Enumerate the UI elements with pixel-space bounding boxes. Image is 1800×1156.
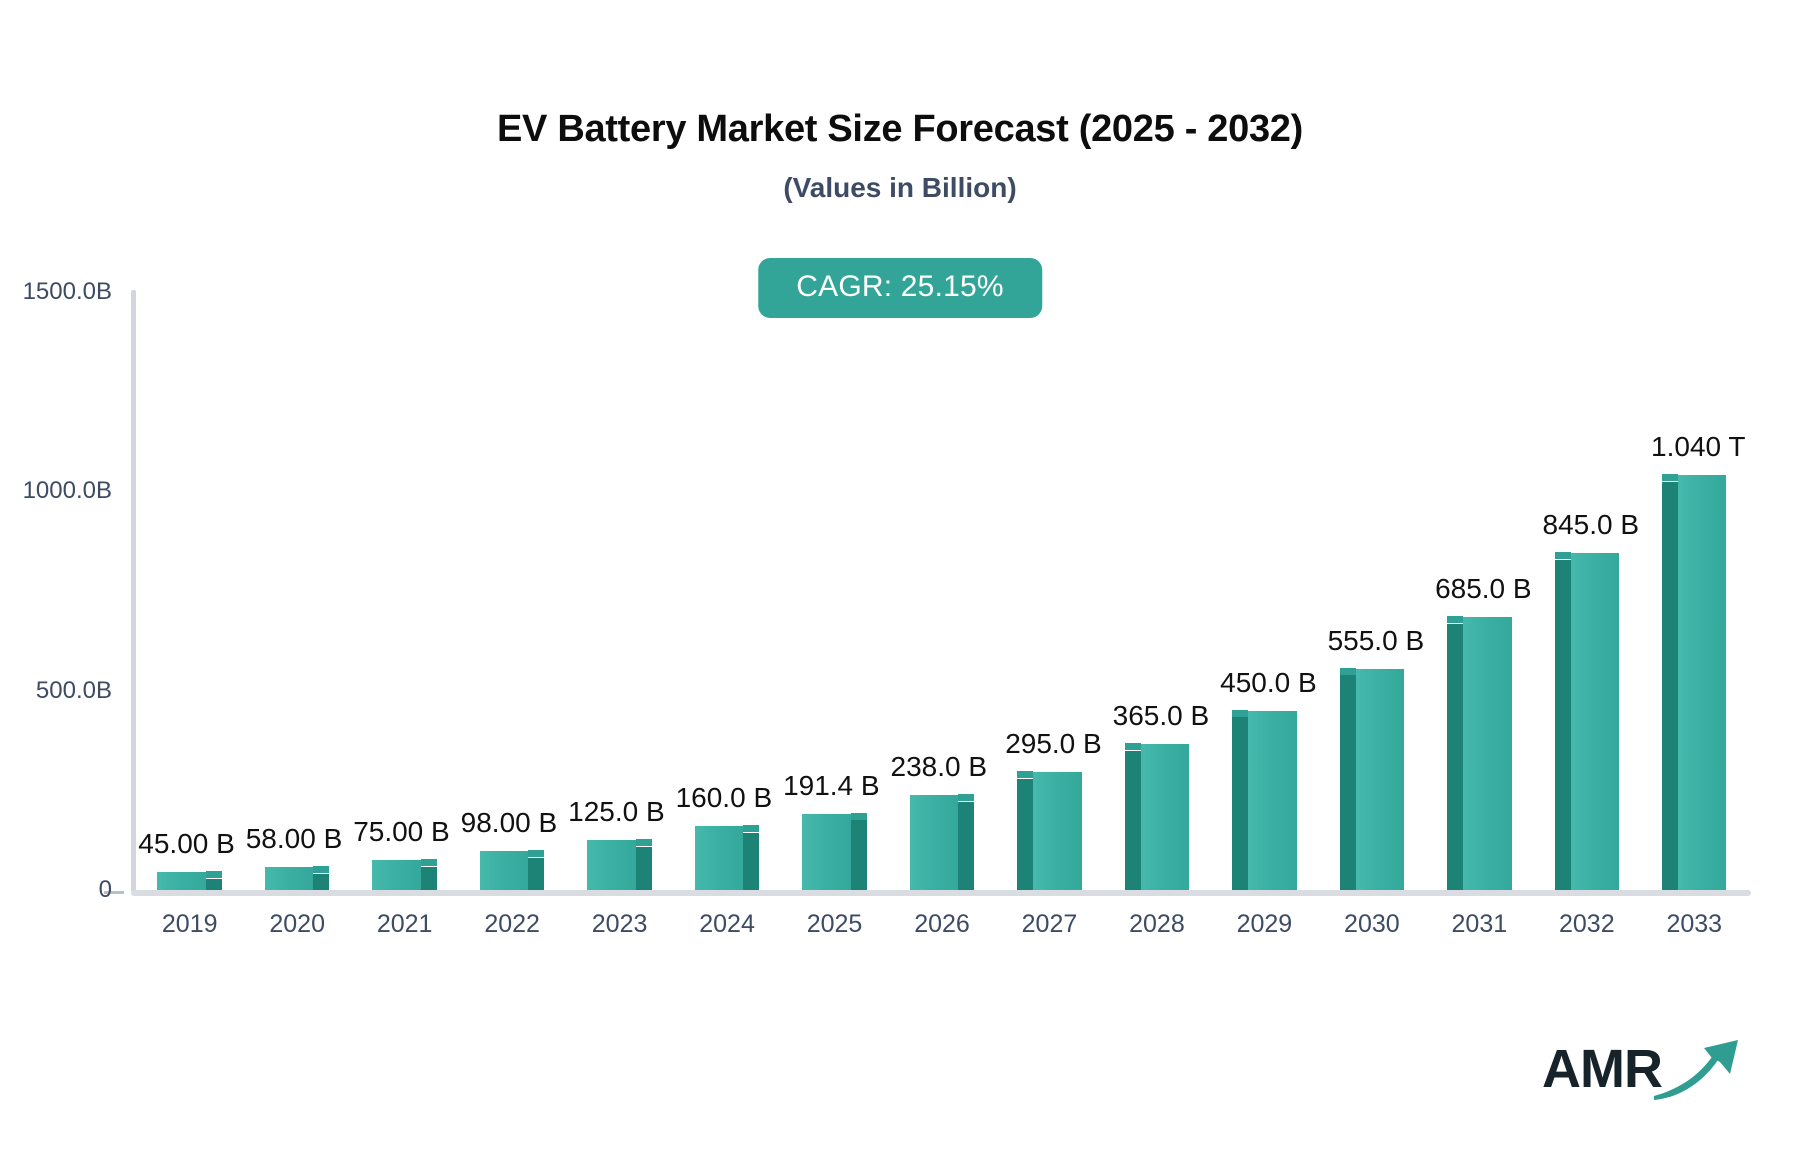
bar-top-face	[1232, 709, 1249, 717]
x-axis-line	[131, 890, 1751, 896]
bar-value-label: 58.00 B	[245, 822, 343, 854]
x-axis-tick-label: 2028	[1129, 910, 1185, 938]
bar-top-face	[313, 865, 330, 873]
bar-value-label: 450.0 B	[1220, 666, 1317, 698]
bar-front-face	[587, 840, 636, 890]
bar-top-face	[1662, 474, 1679, 482]
bar-value-label: 191.4 B	[783, 769, 880, 801]
x-axis-tick-label: 2026	[914, 910, 970, 938]
bar-side-face	[1124, 751, 1141, 890]
page-subtitle: (Values in Billion)	[783, 172, 1017, 203]
bar-front-face	[1140, 744, 1190, 890]
bar-side-face	[743, 832, 760, 890]
bar-top-face	[743, 825, 760, 833]
x-axis-tick-label: 2033	[1666, 910, 1723, 938]
bar-side-face	[850, 820, 867, 890]
bar-value-label: 75.00 B	[353, 816, 450, 848]
bar-side-face	[635, 846, 652, 890]
bar-front-face	[802, 813, 851, 890]
y-axis-line	[131, 290, 136, 892]
x-axis-tick-label: 2030	[1344, 910, 1400, 938]
x-axis-tick-label: 2019	[161, 910, 218, 938]
bar-front-face	[372, 860, 421, 890]
y-axis-tick-label: 0	[98, 876, 112, 903]
x-axis-tick-label: 2029	[1236, 910, 1293, 938]
page-title: EV Battery Market Size Forecast (2025 - …	[496, 108, 1303, 150]
bar-front-face	[1355, 668, 1405, 890]
bar-front-face	[694, 826, 744, 890]
y-axis-zero-tick	[104, 891, 124, 894]
bar-top-face	[528, 849, 545, 857]
bar-top-face	[1554, 552, 1571, 560]
bar-side-face	[1554, 559, 1571, 890]
bar-value-label: 125.0 B	[568, 796, 665, 828]
bar-side-face	[528, 857, 545, 890]
bar-top-face	[958, 794, 975, 802]
bar-value-label: 365.0 B	[1112, 700, 1210, 732]
y-axis-tick-label: 1000.0B	[22, 477, 112, 505]
x-axis-tick-label: 2024	[699, 910, 755, 938]
bar-side-face	[1447, 623, 1464, 890]
bar-side-face	[1339, 675, 1356, 890]
x-axis-tick-label: 2027	[1021, 910, 1078, 938]
bar-side-face	[420, 866, 437, 890]
bar-top-face	[1447, 615, 1464, 623]
bar-top-face	[635, 839, 652, 847]
bar-top-face	[850, 812, 867, 820]
x-axis-tick-label: 2023	[591, 910, 648, 938]
x-axis-tick-label: 2020	[269, 910, 325, 938]
y-axis-tick-label: 500.0B	[35, 676, 112, 704]
x-axis-tick-label: 2025	[806, 910, 863, 938]
bar-value-label: 295.0 B	[1005, 728, 1102, 760]
bar-front-face	[1678, 475, 1727, 890]
bar-value-label: 238.0 B	[890, 751, 988, 783]
bar-top-face	[1017, 771, 1034, 779]
bar-value-label: 845.0 B	[1542, 509, 1640, 541]
x-axis-tick-label: 2031	[1451, 910, 1508, 938]
growth-arrow-icon	[1654, 1040, 1738, 1100]
bar-value-label: 160.0 B	[675, 782, 773, 814]
bar-side-face	[958, 801, 975, 890]
bar-top-face	[420, 859, 437, 867]
bar-front-face	[264, 866, 314, 890]
bar-value-label: 98.00 B	[460, 806, 558, 838]
bar-side-face	[1017, 779, 1034, 890]
bar-side-face	[205, 878, 222, 890]
bar-value-label: 45.00 B	[138, 828, 235, 860]
bar-side-face	[1232, 717, 1249, 890]
x-axis-tick-label: 2021	[376, 910, 433, 938]
amr-logo-text: AMR	[1542, 1039, 1663, 1099]
bar-front-face	[1463, 616, 1512, 890]
bar-value-label: 1.040 T	[1651, 431, 1746, 463]
bar-front-face	[909, 795, 959, 890]
amr-logo: AMR	[1542, 1036, 1742, 1116]
bar-front-face	[1570, 553, 1620, 890]
bar-top-face	[205, 871, 222, 879]
bar-value-label: 555.0 B	[1327, 624, 1425, 656]
bar-front-face	[1248, 710, 1297, 890]
bar-front-face	[157, 872, 206, 890]
x-axis-tick-label: 2032	[1558, 910, 1615, 938]
bar-top-face	[1124, 743, 1141, 751]
x-axis-tick-label: 2022	[484, 910, 540, 938]
cagr-badge: CAGR: 25.15%	[758, 258, 1042, 318]
y-axis-tick-label: 1500.0B	[22, 278, 112, 305]
bar-front-face	[479, 850, 529, 890]
bar-side-face	[1662, 482, 1679, 890]
bar-top-face	[1339, 667, 1356, 675]
bar-front-face	[1033, 772, 1082, 890]
bar-side-face	[313, 873, 330, 890]
bar-value-label: 685.0 B	[1435, 572, 1532, 604]
